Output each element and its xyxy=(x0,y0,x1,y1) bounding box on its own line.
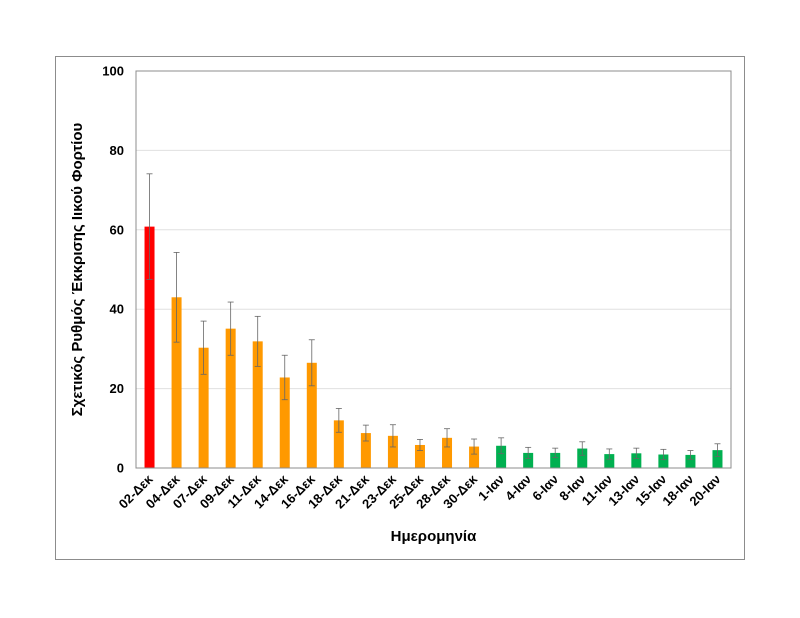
error-bar xyxy=(579,441,586,456)
error-bar xyxy=(389,424,396,448)
error-bar xyxy=(335,408,342,433)
bar-1-Ιαν xyxy=(496,445,507,468)
error-bar xyxy=(227,301,234,356)
y-axis-title: Σχετικός Ρυθμός Έκκρισης Ιικού Φορτίου xyxy=(69,122,86,416)
bar-30-Δεκ xyxy=(469,446,480,468)
error-bar xyxy=(525,446,532,459)
bar-11-Ιαν xyxy=(604,454,615,468)
bar-13-Ιαν xyxy=(631,453,642,468)
y-tick-label: 100 xyxy=(102,64,124,79)
bar-8-Ιαν xyxy=(577,448,588,468)
bar-04-Δεκ xyxy=(171,297,182,468)
bars xyxy=(144,226,723,468)
bar-09-Δεκ xyxy=(225,328,236,468)
error-bar xyxy=(498,437,505,455)
y-tick-label: 80 xyxy=(110,143,124,158)
error-bar xyxy=(308,339,315,387)
error-bar xyxy=(633,447,640,459)
error-bars xyxy=(146,173,721,461)
error-bar xyxy=(552,447,559,459)
x-tick-label: 6-Ιαν xyxy=(529,472,561,504)
error-bar xyxy=(173,252,180,343)
bar-23-Δεκ xyxy=(387,435,398,468)
error-bar xyxy=(660,448,667,461)
error-bar xyxy=(362,424,369,442)
error-bar xyxy=(444,428,451,448)
bar-6-Ιαν xyxy=(550,452,561,468)
error-bar xyxy=(200,320,207,375)
gridlines xyxy=(136,149,731,390)
y-tick-labels: 0 20 40 60 80 100 xyxy=(102,64,124,476)
bar-25-Δεκ xyxy=(414,444,425,468)
x-tick-label: 20-Ιαν xyxy=(686,472,723,509)
bar-18-Δεκ xyxy=(333,420,344,468)
x-tick-label: 4-Ιαν xyxy=(502,472,534,504)
error-bar xyxy=(687,450,694,460)
error-bar xyxy=(281,354,288,401)
plot-area-border xyxy=(135,70,732,469)
chart-frame xyxy=(55,56,745,560)
bar-28-Δεκ xyxy=(442,437,453,468)
y-tick-label: 20 xyxy=(110,381,124,396)
y-tick-label: 0 xyxy=(117,461,124,476)
error-bar xyxy=(254,315,261,367)
y-tick-label: 40 xyxy=(110,302,124,317)
bar-14-Δεκ xyxy=(279,377,290,468)
error-bar xyxy=(606,448,613,460)
bar-4-Ιαν xyxy=(523,452,534,468)
y-tick-label: 60 xyxy=(110,222,124,237)
error-bar xyxy=(146,173,153,280)
error-bar xyxy=(471,438,478,455)
bar-20-Ιαν xyxy=(712,450,723,468)
bar-02-Δεκ xyxy=(144,226,155,468)
x-axis-title: Ημερομηνία xyxy=(391,528,477,545)
bar-07-Δεκ xyxy=(198,347,209,468)
error-bar xyxy=(416,439,423,451)
bar-16-Δεκ xyxy=(306,362,317,468)
bar-18-Ιαν xyxy=(685,454,696,468)
x-tick-label: 1-Ιαν xyxy=(475,472,507,504)
bar-21-Δεκ xyxy=(360,433,371,468)
bar-15-Ιαν xyxy=(658,454,669,468)
error-bar xyxy=(714,443,721,457)
bar-11-Δεκ xyxy=(252,341,263,468)
x-tick-labels: 02-Δεκ04-Δεκ07-Δεκ09-Δεκ11-Δεκ14-Δεκ16-Δ… xyxy=(116,471,724,512)
